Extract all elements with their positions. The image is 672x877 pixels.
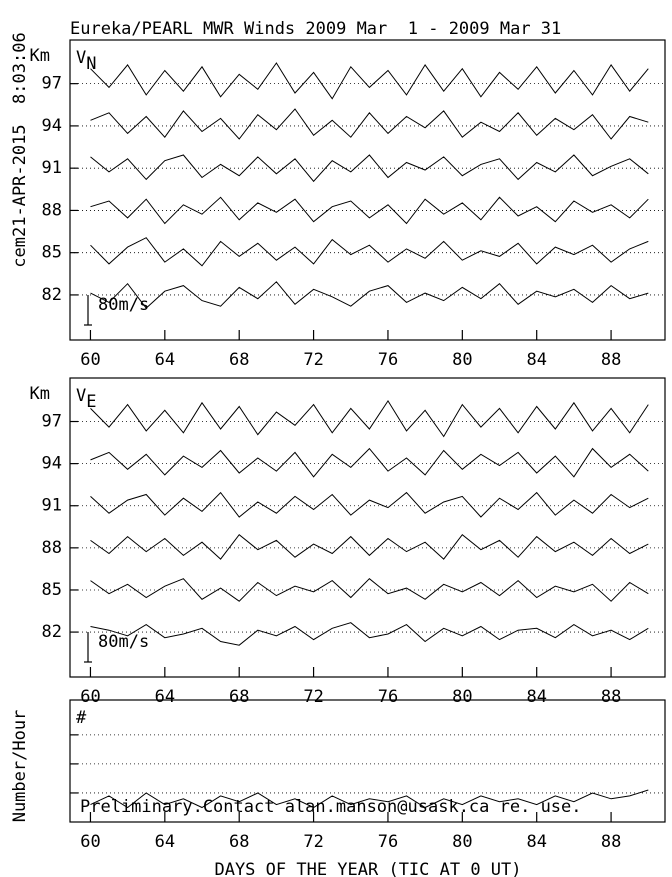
y-tick-label: 85 — [42, 580, 62, 600]
y-tick-label: 88 — [42, 200, 62, 220]
y-tick-label: 85 — [42, 243, 62, 263]
x-tick-label: 68 — [229, 832, 249, 852]
panel-label-sub: E — [86, 392, 96, 412]
x-tick-label: 80 — [452, 687, 472, 707]
wind-trace — [90, 622, 649, 646]
wind-trace — [90, 196, 649, 225]
panel-label-main: V — [76, 386, 86, 406]
panel-label-sub: N — [86, 54, 96, 74]
panel-label-main: V — [76, 48, 86, 68]
wind-trace — [90, 237, 649, 267]
panel-label: VN — [76, 48, 97, 74]
y-axis-label: Number/Hour — [10, 710, 30, 823]
x-tick-label: 88 — [601, 350, 621, 370]
wind-trace — [90, 447, 649, 478]
scale-bar-label: 80m/s — [98, 632, 149, 652]
x-tick-label: 60 — [80, 687, 100, 707]
panel-frame — [69, 39, 666, 341]
wind-trace — [90, 578, 649, 602]
y-tick-label: 97 — [42, 412, 62, 432]
y-axis-label: Km — [30, 384, 50, 404]
y-tick-label: 82 — [42, 622, 62, 642]
x-tick-label: 84 — [526, 350, 546, 370]
y-tick-label: 91 — [42, 158, 62, 178]
x-tick-label: 72 — [303, 687, 323, 707]
x-tick-label: 68 — [229, 350, 249, 370]
y-tick-label: 97 — [42, 74, 62, 94]
y-tick-label: 82 — [42, 285, 62, 305]
wind-trace — [90, 154, 649, 183]
x-tick-label: 88 — [601, 832, 621, 852]
x-tick-label: 60 — [80, 350, 100, 370]
x-tick-label: 76 — [378, 832, 398, 852]
wind-trace — [90, 62, 649, 100]
x-tick-label: 84 — [526, 832, 546, 852]
chart-title: Eureka/PEARL MWR Winds 2009 Mar 1 - 2009… — [70, 19, 561, 39]
x-tick-label: 80 — [452, 832, 472, 852]
panel-label-main: # — [76, 708, 87, 728]
x-tick-label: 64 — [155, 832, 175, 852]
wind-trace — [90, 108, 649, 140]
side-label: cem21-APR-2015 8:03:06 — [10, 32, 30, 267]
x-axis-label: DAYS OF THE YEAR (TIC AT 0 UT) — [214, 860, 521, 877]
x-tick-label: 72 — [303, 350, 323, 370]
wind-trace — [90, 533, 649, 560]
y-tick-label: 94 — [42, 454, 62, 474]
scale-bar-label: 80m/s — [98, 295, 149, 315]
x-tick-label: 64 — [155, 687, 175, 707]
panel-label: # — [76, 708, 87, 728]
x-tick-label: 76 — [378, 350, 398, 370]
x-tick-label: 88 — [601, 687, 621, 707]
wind-trace — [90, 399, 649, 438]
note: Preliminary.Contact alan.manson@usask.ca… — [80, 797, 582, 817]
wind-trace — [90, 491, 649, 518]
panel-label: VE — [76, 386, 97, 412]
x-tick-label: 64 — [155, 350, 175, 370]
x-tick-label: 80 — [452, 350, 472, 370]
y-axis-label: Km — [30, 46, 50, 66]
panel-frame — [69, 699, 666, 823]
x-tick-label: 60 — [80, 832, 100, 852]
wind-trace — [90, 789, 649, 809]
x-tick-label: 68 — [229, 687, 249, 707]
y-tick-label: 91 — [42, 496, 62, 516]
x-tick-label: 76 — [378, 687, 398, 707]
y-tick-label: 88 — [42, 538, 62, 558]
panel-frame — [69, 377, 666, 678]
y-tick-label: 94 — [42, 116, 62, 136]
wind-trace — [90, 281, 649, 309]
x-tick-label: 72 — [303, 832, 323, 852]
x-tick-label: 84 — [526, 687, 546, 707]
